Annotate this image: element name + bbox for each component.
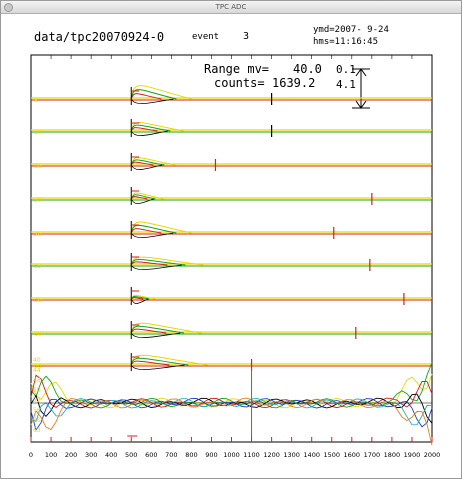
undershoot-trace [130,198,154,204]
channel-label: 36 [34,297,42,304]
x-tick-label: 1200 [263,451,280,459]
x-tick-label: 1100 [243,451,260,459]
x-tick-label: 100 [45,451,57,459]
x-tick-label: 800 [185,451,197,459]
hms-stamp: hms=11:16:45 [313,37,379,47]
close-icon[interactable] [4,3,13,12]
channel-label: 16 [34,163,42,170]
x-tick-label: 2000 [424,451,441,459]
counts-value: 1639.2 [272,76,316,90]
pulse-trace [130,261,168,266]
x-tick-label: 300 [85,451,97,459]
x-tick-label: 1400 [303,451,320,459]
overlap-label: 48 [33,377,41,384]
ymd-stamp: ymd=2007- 9-24 [313,25,389,35]
pulse-trace [130,256,204,266]
undershoot-trace [130,130,168,136]
title-bar[interactable]: TPC ADC [1,1,461,14]
pulse-trace [130,357,189,366]
pulse-trace [130,85,192,100]
counts-label: counts= [214,76,265,90]
overlap-label: 60 [33,417,41,424]
x-tick-label: 1000 [223,451,240,459]
x-tick-label: 1900 [404,451,421,459]
range-arrow-head-up [355,68,367,77]
undershoot-trace [130,164,163,170]
pulse-trace [130,127,158,132]
range-arrow-head-down [355,100,367,109]
undershoot-trace [130,264,182,270]
undershoot-trace [130,298,149,304]
undershoot-trace [130,364,185,370]
x-tick-label: 1700 [364,451,381,459]
overlap-trace [30,397,433,446]
overlap-trace [30,397,433,426]
event-label: event [192,32,220,42]
undershoot-trace [130,332,181,338]
x-tick-label: 0 [29,451,33,459]
pulse-trace [130,297,144,300]
overlap-label: 56 [33,407,41,414]
overlap-label: 63 [33,427,41,434]
x-tick-label: 400 [105,451,117,459]
event-value: 3 [243,31,250,42]
channel-label: 32 [34,263,42,270]
pulse-trace [130,360,170,366]
range-value: 40.0 [293,62,322,76]
undershoot-trace [130,98,174,104]
x-tick-label: 1300 [283,451,300,459]
channel-label: 26 [34,231,42,238]
x-tick-label: 500 [125,451,137,459]
range-right: 0.1 [336,63,356,76]
pulse-trace [130,228,162,234]
x-tick-label: 700 [165,451,177,459]
x-tick-label: 1600 [344,451,361,459]
pulse-trace [130,161,154,166]
channel-label: 44 [34,363,42,370]
channel-label: 40 [34,331,42,338]
overlap-label: 40 [33,357,41,364]
pulse-trace [130,93,162,100]
pulse-trace [130,322,202,334]
x-tick-label: 900 [205,451,217,459]
overlap-label: 44 [33,367,41,374]
x-tick-label: 1800 [384,451,401,459]
x-tick-label: 600 [145,451,157,459]
pulse-trace [130,221,192,234]
pulse-trace [130,328,167,334]
pulse-trace [130,224,177,234]
window-title: TPC ADC [215,3,247,11]
pulse-trace [130,354,208,366]
overlap-trace [30,362,433,409]
overlap-label: 50 [33,387,41,394]
channel-label: 10 [34,129,42,136]
channel-label: 20 [34,197,42,204]
counts-right: 4.1 [336,78,356,91]
undershoot-trace [130,232,174,238]
x-tick-label: 200 [65,451,77,459]
overlap-trace [30,397,433,432]
file-name: data/tpc20070924-0 [34,30,165,44]
pulse-trace [130,325,184,334]
pulse-trace [130,89,177,100]
plot-frame [30,54,433,443]
range-label: Range mv= [204,62,270,76]
x-tick-label: 1500 [323,451,340,459]
overlap-label: 52 [33,397,41,404]
channel-label: 8 [34,97,38,104]
pulse-trace [130,196,148,200]
